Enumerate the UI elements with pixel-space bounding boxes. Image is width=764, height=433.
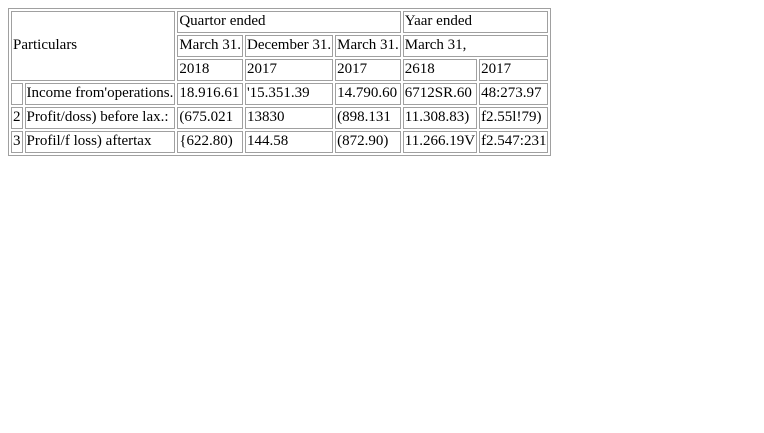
value-cell: 11.308.83): [402, 107, 478, 129]
year-header: 2017: [335, 59, 401, 81]
row-number: [11, 83, 23, 105]
date-header: December 31.: [244, 35, 334, 57]
value-cell: f2.55l!79): [479, 107, 549, 129]
value-cell: 6712SR.60: [402, 83, 478, 105]
row-label: Income from'operations.: [24, 83, 176, 105]
quarter-ended-header: Quartor ended: [177, 11, 401, 33]
row-label: Profil/f loss) aftertax: [24, 131, 176, 153]
year-header: 2017: [479, 59, 549, 81]
value-cell: (675.021: [177, 107, 243, 129]
value-cell: 11.266.19V: [402, 131, 478, 153]
value-cell: 14.790.60: [335, 83, 401, 105]
value-cell: {622.80): [177, 131, 243, 153]
date-header: March 31.: [177, 35, 243, 57]
value-cell: '15.351.39: [244, 83, 334, 105]
value-cell: 13830: [244, 107, 334, 129]
value-cell: (872.90): [335, 131, 401, 153]
particulars-header: Particulars: [11, 11, 176, 81]
value-cell: 48:273.97: [479, 83, 549, 105]
header-row-dates: March 31. December 31. March 31. March 3…: [11, 35, 549, 57]
date-header: March 31.: [335, 35, 401, 57]
year-header: 2618: [402, 59, 478, 81]
header-row-periods: Particulars Quartor ended Yaar ended: [11, 11, 549, 81]
table-row: Income from'operations. 18.916.61 '15.35…: [11, 83, 549, 105]
value-cell: (898.131: [335, 107, 401, 129]
results-document: Particulars Quartor ended Yaar ended Mar…: [8, 8, 552, 156]
value-cell: 144.58: [244, 131, 334, 153]
year-ended-header: Yaar ended: [402, 11, 549, 33]
header-row-years: 2018 2017 2017 2618 2017: [11, 59, 549, 81]
financial-results-table: Particulars Quartor ended Yaar ended Mar…: [8, 8, 552, 156]
year-header: 2018: [177, 59, 243, 81]
row-number: 3: [11, 131, 23, 153]
row-label: Profit/doss) before lax.:: [24, 107, 176, 129]
table-row: 3 Profil/f loss) aftertax {622.80) 144.5…: [11, 131, 549, 153]
value-cell: 18.916.61: [177, 83, 243, 105]
value-cell: f2.547:231: [479, 131, 549, 153]
date-header: March 31,: [402, 35, 549, 57]
row-number: 2: [11, 107, 23, 129]
year-header: 2017: [244, 59, 334, 81]
table-row: 2 Profit/doss) before lax.: (675.021 138…: [11, 107, 549, 129]
